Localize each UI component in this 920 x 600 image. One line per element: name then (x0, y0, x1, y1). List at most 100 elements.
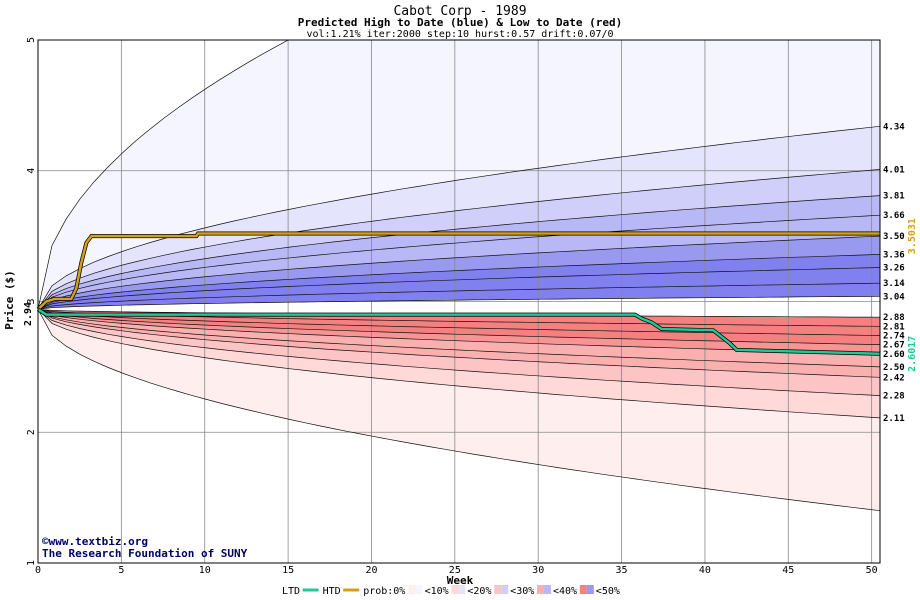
y-tick-label: 4 (26, 168, 37, 174)
upper-quantile-label: 3.50 (883, 232, 905, 242)
quantile-contours (38, 40, 880, 512)
quantile-line (38, 308, 880, 345)
lower-quantile-label: 2.67 (883, 341, 905, 351)
quantile-line (38, 295, 880, 310)
y-tick-label: 2 (26, 429, 37, 435)
lower-quantile-label: 2.50 (883, 363, 905, 373)
x-tick-label: 35 (616, 565, 628, 576)
quantile-line (38, 309, 880, 419)
x-tick-label: 5 (118, 565, 124, 576)
lower-quantile-label: 2.11 (883, 414, 905, 424)
upper-band (38, 215, 880, 310)
legend-swatch-red (537, 585, 544, 594)
quantile-line (38, 195, 880, 310)
upper-band (38, 254, 880, 310)
upper-band (38, 40, 880, 310)
lower-band (38, 309, 880, 367)
legend-item: <50% (596, 586, 620, 597)
lower-band (38, 309, 880, 418)
lower-quantile-label: 2.28 (883, 392, 905, 402)
legend-swatch-red (494, 585, 502, 594)
upper-band (38, 195, 880, 310)
x-tick-label: 45 (782, 565, 794, 576)
legend-item: prob:0% (363, 586, 405, 597)
upper-quantile-label: 3.26 (883, 264, 905, 274)
legend: LTD HTD prob:0% <10% <20% <30% <40% <50% (282, 585, 620, 597)
lower-band (38, 309, 880, 511)
lower-quantile-label: 2.42 (883, 373, 905, 383)
lower-quantile-label: 2.74 (883, 331, 905, 341)
lower-quantile-label: 2.81 (883, 322, 905, 332)
upper-band (38, 126, 880, 310)
lower-quantile-label: 2.60 (883, 350, 905, 360)
quantile-line (38, 309, 880, 512)
lower-band (38, 309, 880, 396)
upper-quantile-label: 3.81 (883, 192, 905, 202)
x-tick-label: 10 (199, 565, 211, 576)
upper-quantile-label: 4.01 (883, 165, 905, 175)
x-tick-label: 15 (282, 565, 294, 576)
start-price-label: 2.94 (23, 302, 34, 326)
y-tick-label: 5 (26, 37, 37, 43)
quantile-line (38, 169, 880, 310)
chart-params: vol:1.21% iter:2000 step:10 hurst:0.57 d… (306, 29, 613, 40)
legend-swatch-blue (586, 585, 594, 594)
legend-item: <20% (467, 586, 491, 597)
x-tick-label: 0 (35, 565, 41, 576)
probability-bands (38, 40, 880, 511)
upper-quantile-label: 4.34 (883, 122, 905, 132)
price-paths (36, 231, 881, 356)
legend-item: LTD (282, 586, 300, 597)
lower-band (38, 309, 880, 345)
upper-band (38, 236, 880, 310)
htd-end-value: 3.5031 (907, 218, 918, 254)
legend-item: <10% (425, 586, 449, 597)
credit-org: The Research Foundation of SUNY (42, 547, 248, 560)
quantile-line (38, 309, 880, 378)
legend-item: <40% (553, 586, 577, 597)
x-tick-label: 30 (532, 565, 544, 576)
upper-quantile-label: 3.66 (883, 211, 905, 221)
plot-frame (37, 39, 881, 564)
legend-swatch-red (408, 585, 416, 594)
y-tick-label: 1 (26, 560, 37, 566)
legend-swatch-blue (415, 585, 423, 594)
legend-swatch-red (451, 585, 459, 594)
x-tick-label: 40 (699, 565, 711, 576)
upper-quantile-label: 3.14 (883, 279, 905, 289)
legend-swatch-blue (458, 585, 466, 594)
ltd-line (37, 308, 881, 356)
lower-quantile-label: 2.88 (883, 313, 905, 323)
x-tick-label: 20 (365, 565, 377, 576)
y-axis-label: Price ($) (3, 270, 16, 330)
quantile-line (38, 254, 880, 310)
quantile-line (38, 308, 880, 336)
quantile-line (38, 235, 880, 310)
lower-band (38, 309, 880, 378)
x-axis-label: Week (447, 574, 474, 587)
htd-line (37, 232, 880, 311)
upper-quantile-label: 3.36 (883, 250, 905, 260)
legend-swatch-blue (501, 585, 509, 594)
quantile-line (38, 309, 880, 396)
chart-subtitle: Predicted High to Date (blue) & Low to D… (298, 16, 623, 29)
credit-url: ©www.textbiz.org (42, 535, 148, 548)
upper-quantile-label: 3.04 (883, 292, 905, 302)
quantile-line (38, 282, 880, 310)
ltd-end-value: 2.6017 (907, 336, 918, 372)
x-tick-label: 50 (866, 565, 878, 576)
quantile-line (38, 40, 289, 310)
lower-band (38, 309, 880, 354)
legend-swatch-blue (544, 585, 551, 594)
legend-item: HTD (323, 586, 341, 597)
upper-band (38, 267, 880, 310)
legend-swatch-red (579, 585, 587, 594)
x-tick-label: 25 (449, 565, 461, 576)
legend-item: <30% (510, 586, 534, 597)
quantile-line (38, 308, 880, 368)
quantile-line (38, 267, 880, 310)
quantile-line (38, 214, 880, 310)
chart-title: Cabot Corp - 1989 (393, 4, 526, 19)
